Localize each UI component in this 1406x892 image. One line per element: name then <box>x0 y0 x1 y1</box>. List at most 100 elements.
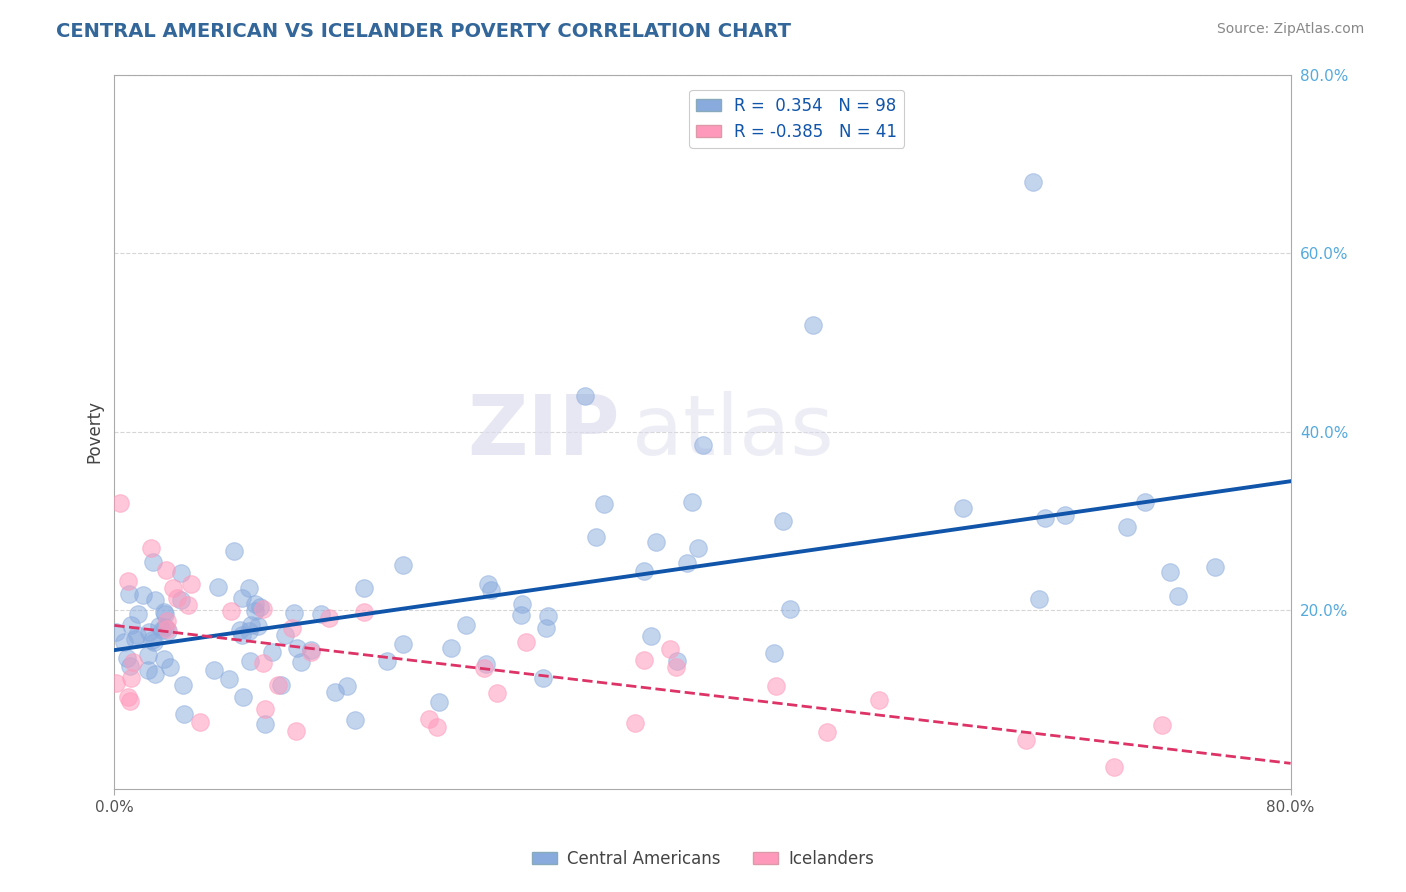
Point <box>136 648 159 663</box>
Point <box>204 663 226 677</box>
Point <box>122 655 145 669</box>
Point <box>299 642 322 657</box>
Point <box>688 541 710 555</box>
Point <box>485 685 508 699</box>
Point <box>245 604 267 618</box>
Point <box>477 577 499 591</box>
Point <box>344 713 367 727</box>
Legend: R =  0.354   N = 98, R = -0.385   N = 41: R = 0.354 N = 98, R = -0.385 N = 41 <box>689 90 904 148</box>
Point <box>290 655 312 669</box>
Point <box>166 591 188 605</box>
Point <box>143 635 166 649</box>
Point <box>1159 565 1181 579</box>
Point <box>108 496 131 510</box>
Text: atlas: atlas <box>631 392 834 473</box>
Point <box>531 671 554 685</box>
Point <box>418 712 440 726</box>
Point <box>392 558 415 572</box>
Point <box>666 654 689 668</box>
Point <box>676 556 699 570</box>
Point <box>509 607 531 622</box>
Point <box>143 593 166 607</box>
Point <box>127 607 149 621</box>
Point <box>141 633 163 648</box>
Point <box>585 530 607 544</box>
Point <box>1102 760 1125 774</box>
Point <box>177 598 200 612</box>
Point <box>593 497 616 511</box>
Point <box>645 534 668 549</box>
Point <box>173 706 195 721</box>
Point <box>150 623 173 637</box>
Point <box>156 624 179 639</box>
Point <box>1204 560 1226 574</box>
Point <box>681 494 703 508</box>
Point <box>270 678 292 692</box>
Point <box>1028 592 1050 607</box>
Point <box>273 628 295 642</box>
Point <box>427 695 450 709</box>
Point <box>801 318 824 332</box>
Point <box>392 636 415 650</box>
Point <box>1022 175 1045 189</box>
Point <box>779 602 801 616</box>
Point <box>125 628 148 642</box>
Point <box>112 635 135 649</box>
Point <box>1015 733 1038 747</box>
Point <box>510 597 533 611</box>
Point <box>239 654 262 668</box>
Point <box>249 599 271 614</box>
Point <box>762 646 785 660</box>
Point <box>180 577 202 591</box>
Point <box>1150 718 1173 732</box>
Point <box>153 605 176 619</box>
Point <box>105 625 128 640</box>
Point <box>280 621 302 635</box>
Point <box>132 588 155 602</box>
Point <box>474 657 496 671</box>
Point <box>439 640 461 655</box>
Point <box>574 389 596 403</box>
Point <box>238 624 260 639</box>
Point <box>142 555 165 569</box>
Point <box>172 678 194 692</box>
Point <box>115 651 138 665</box>
Point <box>170 593 193 607</box>
Point <box>285 724 308 739</box>
Point <box>252 602 274 616</box>
Point <box>253 716 276 731</box>
Point <box>318 610 340 624</box>
Point <box>375 653 398 667</box>
Point <box>479 582 502 597</box>
Point <box>239 618 262 632</box>
Point <box>124 632 146 646</box>
Point <box>162 581 184 595</box>
Point <box>323 684 346 698</box>
Point <box>868 693 890 707</box>
Point <box>221 604 243 618</box>
Point <box>534 621 557 635</box>
Point <box>141 541 163 555</box>
Point <box>454 617 477 632</box>
Text: CENTRAL AMERICAN VS ICELANDER POVERTY CORRELATION CHART: CENTRAL AMERICAN VS ICELANDER POVERTY CO… <box>56 22 792 41</box>
Point <box>624 715 647 730</box>
Point <box>229 623 252 637</box>
Point <box>152 652 174 666</box>
Point <box>117 574 139 588</box>
Point <box>238 581 260 595</box>
Point <box>148 619 170 633</box>
Point <box>262 645 284 659</box>
Point <box>231 628 253 642</box>
Point <box>170 566 193 580</box>
Point <box>120 671 142 685</box>
Point <box>247 618 270 632</box>
Point <box>156 614 179 628</box>
Point <box>138 625 160 640</box>
Point <box>658 642 681 657</box>
Point <box>426 720 449 734</box>
Point <box>283 606 305 620</box>
Point <box>153 607 176 621</box>
Point <box>692 438 714 452</box>
Point <box>353 582 375 596</box>
Point <box>640 629 662 643</box>
